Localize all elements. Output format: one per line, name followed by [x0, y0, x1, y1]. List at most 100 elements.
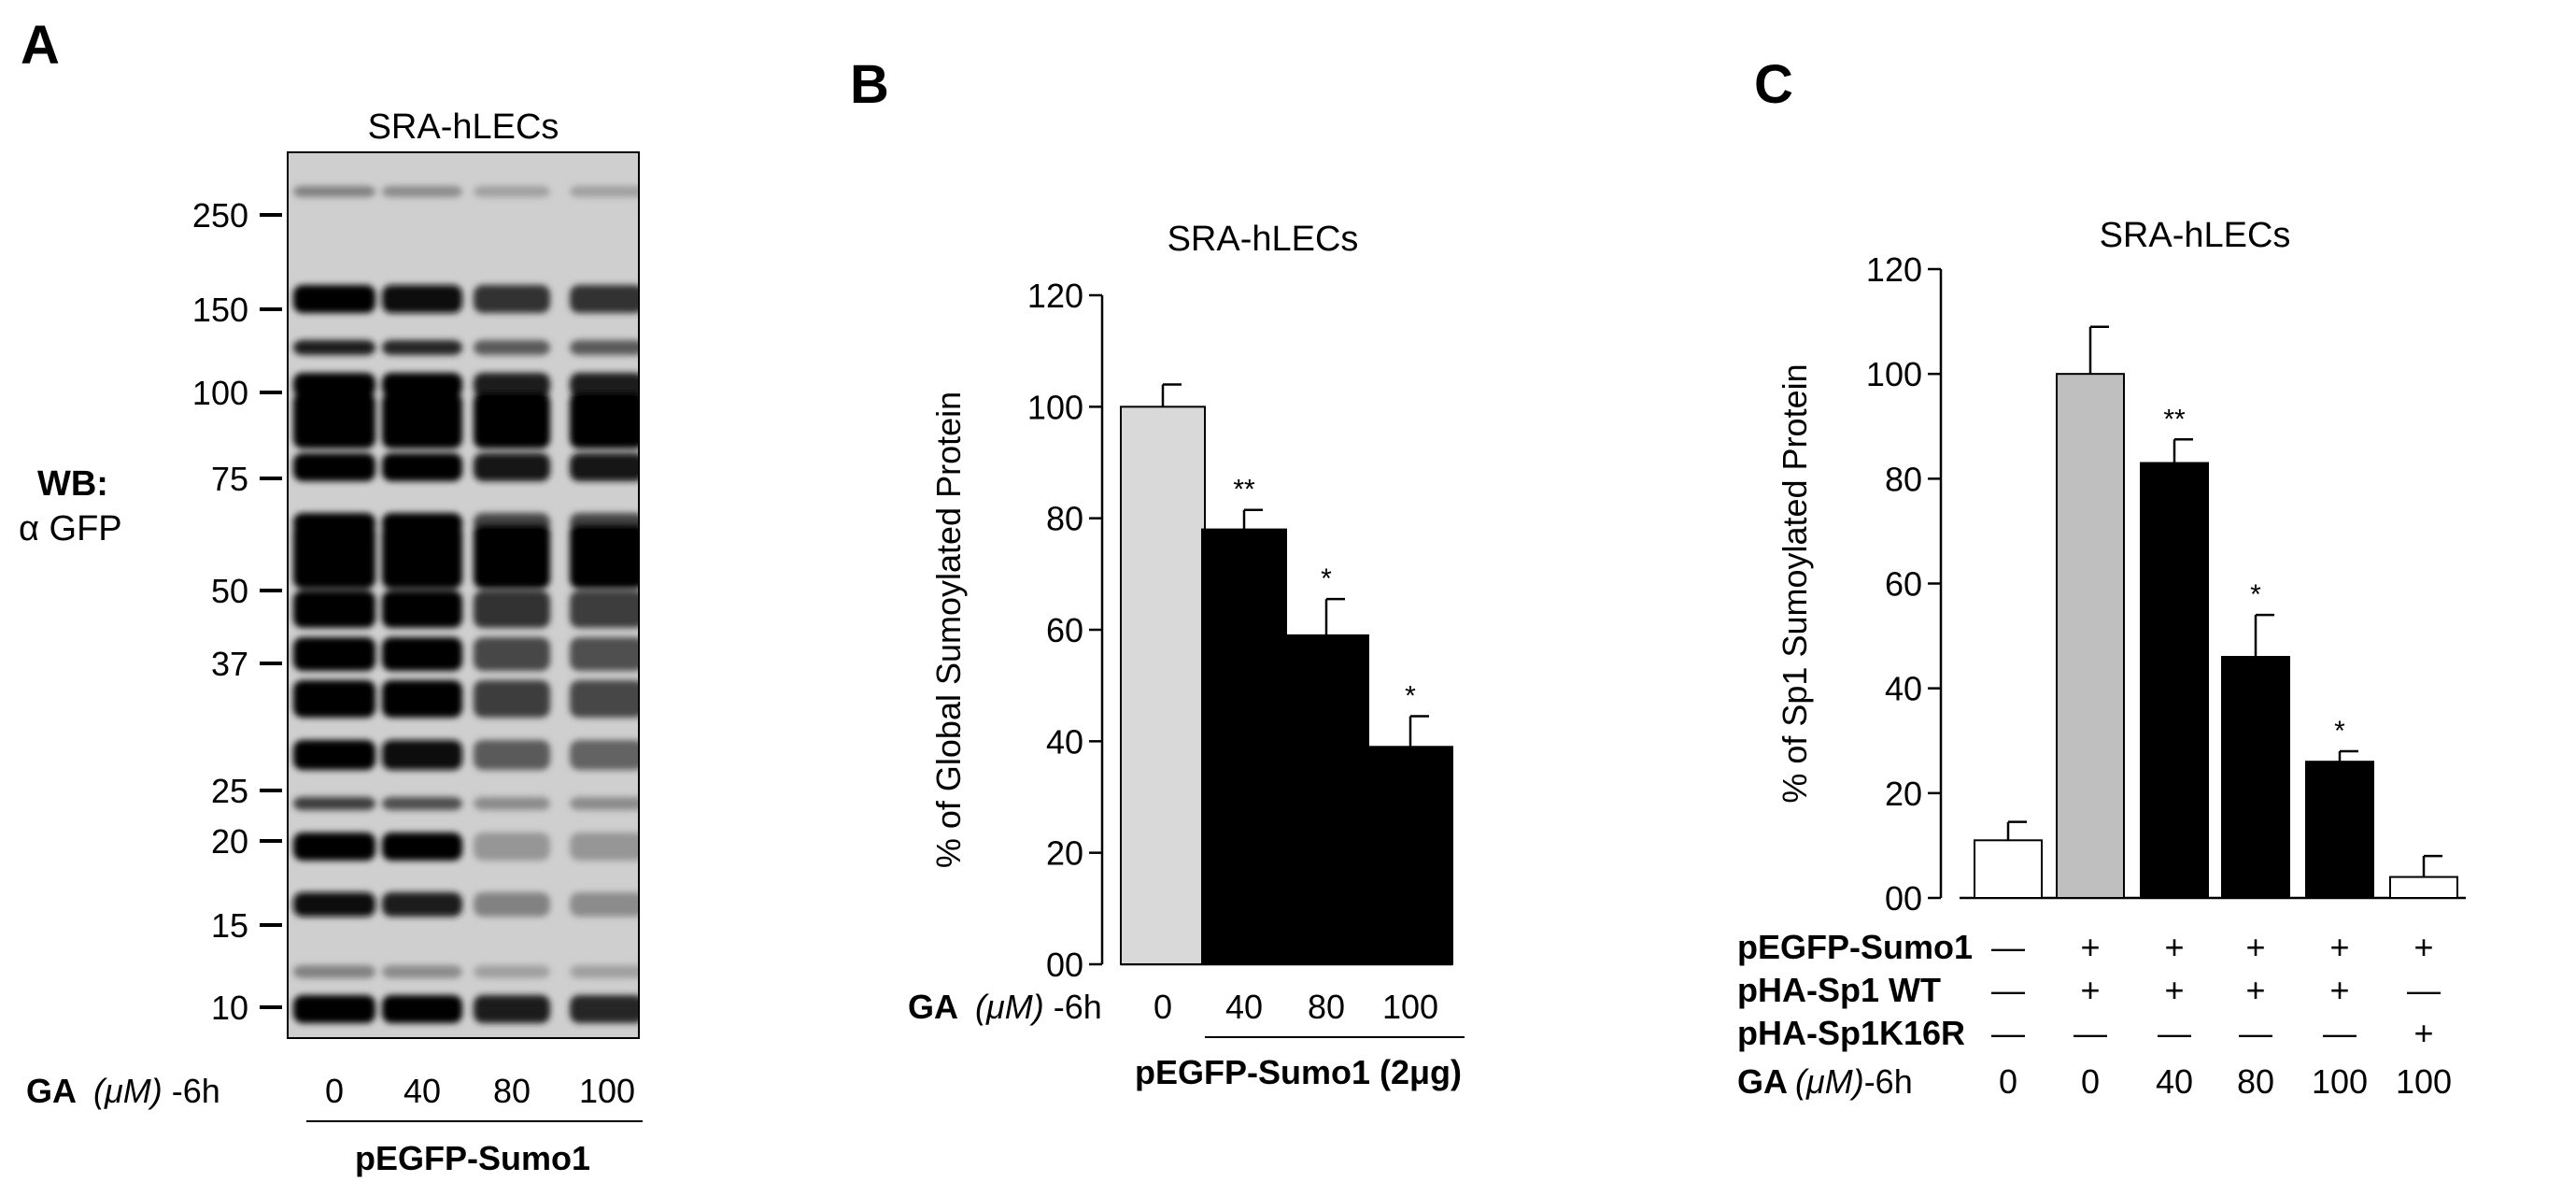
blot-band: [474, 680, 550, 718]
condition-mark: —: [1991, 971, 2025, 1009]
blot-band: [293, 797, 375, 810]
condition-mark: +: [2080, 971, 2100, 1009]
panel-a: A SRA-hLECs WB: α GFP 250150100755037252…: [19, 15, 643, 1177]
blot-band: [293, 833, 375, 861]
significance-marker: **: [1233, 475, 1255, 505]
blot-band: [382, 285, 462, 313]
blot-band: [293, 392, 375, 448]
significance-marker: *: [1405, 680, 1416, 711]
blot-band: [474, 392, 550, 448]
mw-marker-label: 100: [192, 374, 248, 412]
blot-band: [474, 740, 550, 770]
blot-band: [570, 340, 639, 355]
blot-band: [293, 340, 375, 355]
blot-band: [293, 965, 375, 978]
blot-band: [293, 373, 375, 397]
condition-mark: —: [2074, 1014, 2107, 1052]
blot-lane-label: 40: [403, 1072, 441, 1110]
blot-band: [293, 995, 375, 1023]
condition-mark: —: [1991, 1014, 2025, 1052]
blot-band: [474, 797, 550, 810]
y-tick-label: 100: [1027, 388, 1083, 426]
blot-band: [382, 453, 462, 481]
blot-band: [570, 392, 639, 448]
svg-text:GA (μM) -6h: GA (μM) -6h: [908, 988, 1102, 1026]
panel-c: C SRA-hLECs% of Sp1 Sumoylated Protein00…: [1737, 54, 2466, 1101]
mw-marker-label: 50: [211, 572, 248, 610]
blot-band: [382, 591, 462, 628]
blot-band: [474, 995, 550, 1023]
blot-lane-label: 80: [493, 1072, 531, 1110]
blot-lane-labels: GA (μM) -6h 0 40 80 100 pEGFP-Sumo1: [26, 1072, 643, 1177]
condition-mark: +: [2080, 928, 2100, 966]
condition-mark: +: [2164, 928, 2184, 966]
significance-marker: *: [1321, 563, 1332, 594]
blot-band: [474, 453, 550, 481]
x-tick-label: 40: [1225, 988, 1263, 1026]
bar: [2305, 761, 2374, 900]
blot-band: [382, 373, 462, 397]
condition-row-label: pEGFP-Sumo1: [1737, 928, 1973, 966]
y-tick-label: 100: [1866, 355, 1922, 393]
condition-mark: +: [2164, 971, 2184, 1009]
blot-band: [382, 523, 462, 589]
x-tick-label: 100: [2312, 1062, 2368, 1101]
blot-band: [382, 680, 462, 718]
x-tick-label: 40: [2156, 1062, 2193, 1101]
ga-suffix-c: -6h: [1864, 1062, 1913, 1101]
blot-band: [570, 680, 639, 718]
panel-c-letter: C: [1754, 54, 1793, 115]
svg-text:GA (μM) -6h: GA (μM) -6h: [26, 1072, 220, 1110]
condition-mark: —: [1991, 928, 2025, 966]
bar: [2389, 876, 2458, 899]
blot-band: [293, 740, 375, 770]
y-tick-label: 80: [1046, 500, 1083, 538]
chart-title: SRA-hLECs: [2100, 216, 2291, 255]
bar: [1201, 528, 1287, 965]
blot-band: [293, 591, 375, 628]
blot-band: [570, 995, 639, 1023]
ga-unit-b: (μM): [975, 988, 1044, 1026]
x-tick-label: 80: [1308, 988, 1345, 1026]
panel-b: B SRA-hLECs % of Global Sumoylated Protei…: [850, 54, 1465, 1091]
condition-mark: —: [2239, 1014, 2272, 1052]
blot-band: [474, 340, 550, 355]
ga-label-c: GA (μM)-6h: [1737, 1062, 1913, 1101]
mw-marker-label: 150: [192, 291, 248, 329]
mw-marker-label: 25: [211, 772, 248, 810]
blot-band: [570, 965, 639, 978]
condition-mark: —: [2407, 971, 2441, 1009]
blot-band: [474, 523, 550, 589]
blot-band: [474, 186, 550, 197]
panel-b-letter: B: [850, 54, 889, 115]
x-tick-label: 100: [1382, 988, 1438, 1026]
panel-a-letter: A: [21, 15, 60, 76]
blot-band: [293, 680, 375, 718]
significance-marker: *: [2250, 579, 2261, 610]
y-tick-label: 40: [1885, 670, 1922, 708]
chart-title: SRA-hLECs: [1168, 220, 1359, 259]
sp1-sumoylation-chart: SRA-hLECs % of Sp1 Sumoylated Protein 00 20…: [1776, 216, 2466, 918]
ga-suffix-b: -6h: [1054, 988, 1102, 1026]
blot-band: [293, 186, 375, 197]
condition-mark: —: [2158, 1014, 2191, 1052]
mw-marker-label: 250: [192, 196, 248, 235]
blot-lane-label: 0: [325, 1072, 344, 1110]
blot-band: [474, 591, 550, 628]
y-tick-label: 00: [1046, 946, 1083, 984]
bar: [2056, 373, 2125, 899]
y-axis-label: % of Global Sumoylated Protein: [929, 392, 968, 868]
y-tick-label: 00: [1885, 879, 1922, 918]
mw-marker-label: 20: [211, 822, 248, 861]
blot-band: [293, 453, 375, 481]
blot-band: [293, 523, 375, 589]
significance-marker: *: [2334, 716, 2345, 747]
blot-band: [474, 637, 550, 671]
bar: [2221, 656, 2290, 899]
blot-band: [382, 637, 462, 671]
blot-band: [570, 833, 639, 861]
blot-band: [382, 995, 462, 1023]
y-tick-label: 80: [1885, 460, 1922, 498]
blot-band: [570, 740, 639, 770]
blot-lane-label: 100: [579, 1072, 635, 1110]
